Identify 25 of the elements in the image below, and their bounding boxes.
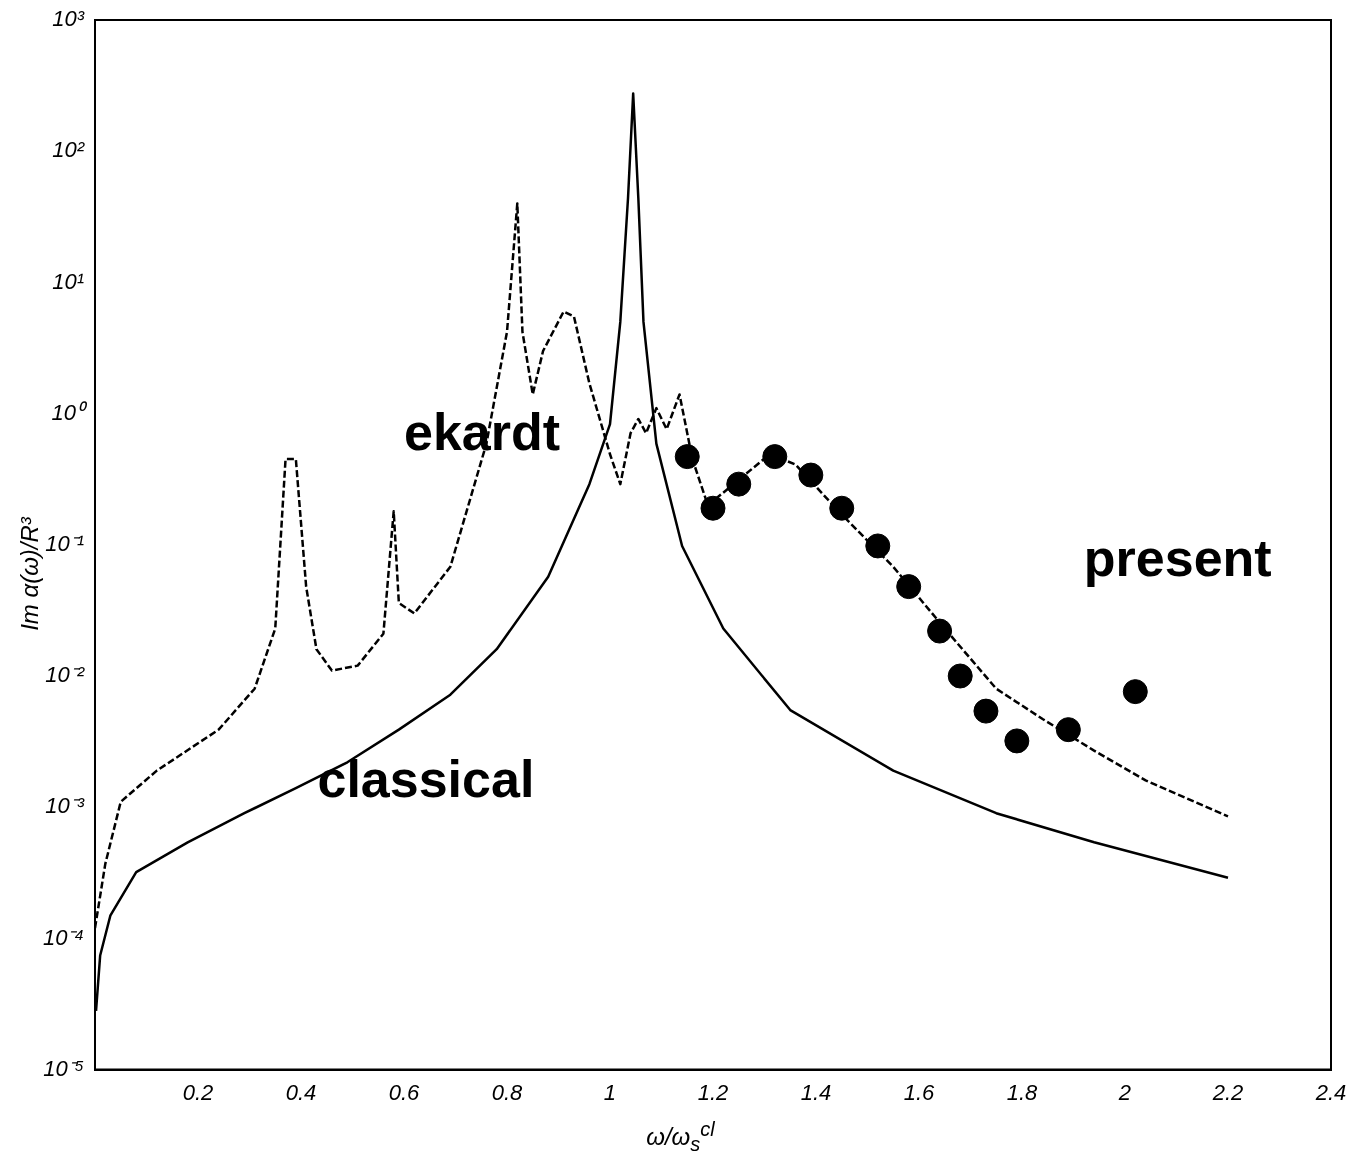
x-tick-label: 0.2	[182, 1079, 214, 1105]
y-tick-label: 10⁻⁴	[43, 924, 84, 950]
y-tick-label: 10⁻³	[45, 793, 85, 819]
series-label: ekardt	[404, 403, 561, 462]
y-axis-title: Im α(ω)/R³	[16, 516, 44, 633]
x-tick-label: 1.6	[903, 1079, 936, 1105]
x-tick-label: 1	[603, 1079, 617, 1105]
x-tick-label: 2.2	[1211, 1079, 1244, 1105]
y-tick-label: 10³	[52, 6, 85, 32]
y-tick-label: 10⁻⁵	[43, 1055, 84, 1081]
y-tick-label: 10⁻²	[45, 662, 85, 688]
x-tick-label: 1.2	[697, 1079, 729, 1105]
text: present	[1083, 529, 1272, 588]
y-tick-label: 10⁻¹	[45, 530, 84, 556]
x-tick-label: 1.8	[1006, 1079, 1039, 1105]
y-tick-label: 10⁰	[51, 399, 88, 425]
x-tick-label: 2	[1117, 1079, 1132, 1105]
series-label: classical	[317, 749, 535, 808]
y-tick-label: 10²	[52, 137, 85, 163]
x-tick-label: 2.4	[1314, 1079, 1347, 1105]
y-tick-label: 10¹	[52, 268, 84, 294]
x-tick-label: 0.6	[388, 1079, 421, 1105]
x-tick-label: 1.4	[800, 1079, 832, 1105]
x-tick-label: 0.4	[285, 1079, 317, 1105]
x-tick-label: 0.8	[491, 1079, 524, 1105]
